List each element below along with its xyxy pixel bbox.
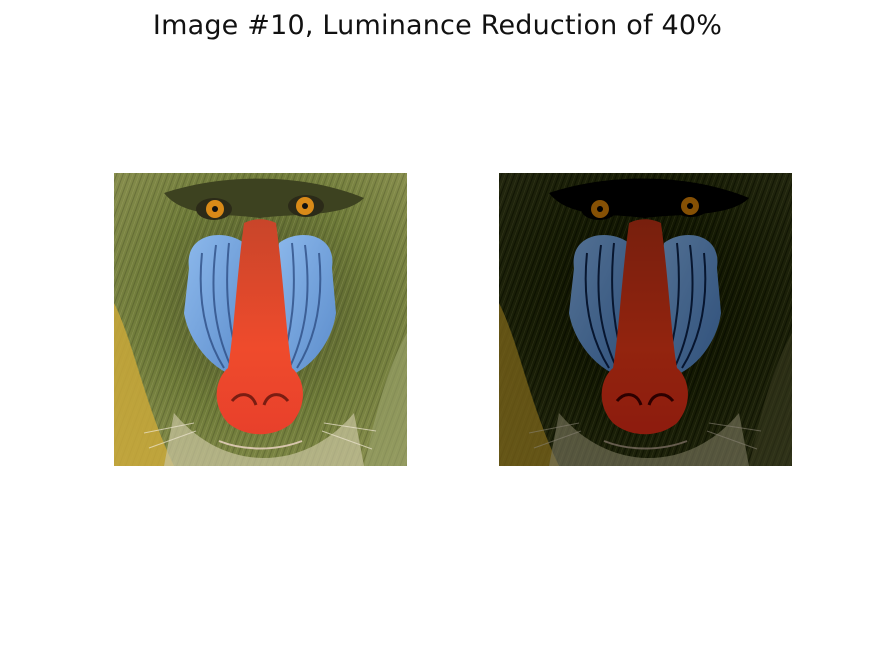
original-image-panel xyxy=(114,173,407,466)
mandrill-image-original xyxy=(114,173,407,466)
luminance-reduced-image-panel xyxy=(499,173,792,466)
figure-title: Image #10, Luminance Reduction of 40% xyxy=(152,10,723,41)
mandrill-image-reduced xyxy=(499,173,792,466)
